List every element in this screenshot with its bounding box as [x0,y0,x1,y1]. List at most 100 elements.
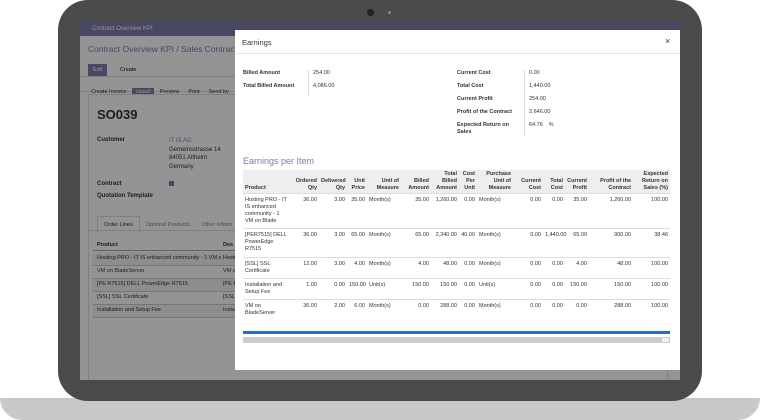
customer-link[interactable]: IT IS AG [169,138,192,144]
column-header[interactable]: Cost Per Unit [459,170,477,194]
cell: 0.00 [543,299,565,321]
summary-value: 254.00 [529,96,546,102]
cell: Month(s) [367,192,401,229]
cell: Month(s) [477,228,513,258]
cell: 0.00 [513,192,543,229]
product-cell: [SSL] SSL Certificate [97,294,149,300]
column-header[interactable]: Current Profit [565,170,589,194]
list-row[interactable]: Installation and Setup Fee Instal [93,305,253,318]
summary-row: Current Cost 0.00 [457,70,554,83]
cell: 1,440.00 [543,228,566,258]
cell: 150.00 [565,277,589,300]
cell: 1,260.00 [431,192,459,229]
list-row[interactable]: [SSL] SSL Certificate [SSL] [93,292,253,305]
cell: 0.00 [459,299,477,321]
action-button[interactable]: Print [188,89,200,95]
cell: 36.00 [291,228,319,258]
column-header[interactable]: Profit of the Contract [589,170,633,194]
cell: 65.00 [565,228,589,258]
table-row[interactable]: VM on BladeServer 36.00 2.00 6.00 Month(s) 0.… [243,299,670,321]
column-header[interactable]: Product [243,170,291,194]
product-cell: VM on BladeServer [97,268,145,274]
table-row[interactable]: [SSL] SSL Certificate 12.00 3.00 4.00 Month(… [243,256,670,279]
action-button[interactable]: Upsell [132,88,154,96]
checkbox[interactable] [169,181,174,186]
tab[interactable]: Order Lines [97,216,140,234]
breadcrumb[interactable]: Contract Overview KPI / Sales Contract / [88,44,242,54]
column-header[interactable]: Current Cost [513,170,543,194]
cell: 150.00 [431,277,459,300]
list-row[interactable]: [PE R7515] DELL PowerEdge R7515 [PE R [93,279,253,292]
column-header[interactable]: Total Cost [543,170,565,194]
cell: 1,260.00 [589,192,633,229]
modal-title: Earnings [242,38,272,47]
column-header: Des [223,242,234,248]
cell: Month(s) [367,256,401,279]
column-header[interactable]: Total Billed Amount [431,170,459,194]
address-line: Gemeinsstrasse 14 [169,146,221,153]
description-cell: Hosti [223,255,236,261]
laptop-base [0,398,760,420]
action-button[interactable]: Preview [159,89,180,95]
cell: 0.00 [513,228,543,258]
column-header[interactable]: Expected Return on Sales (%) [633,170,670,194]
close-button[interactable]: × [665,36,671,46]
cell: 2,340.00 [431,228,459,258]
list-row[interactable]: Hosting PRO - IT IS enhanced community -… [93,253,253,266]
earnings-table: Product Ordered Qty Delivered Qty Unit Pric… [243,170,670,321]
product-cell: VM on BladeServer [243,299,291,321]
cell: 0.00 [319,277,347,300]
description-cell: [PE R [223,281,238,287]
tab[interactable]: Optional Products [145,222,190,228]
cell: 288.00 [431,299,459,321]
column-header: Product [97,242,118,248]
summary-value: 254.00 [313,70,330,76]
list-header: Product Des [93,239,253,251]
summary-label: Profit of the Contract [457,109,525,122]
column-header[interactable]: Unit Price [347,170,367,194]
description-cell: Instal [223,307,237,313]
action-button[interactable]: Send by [208,89,229,95]
summary-label: Total Cost [457,83,525,96]
tab[interactable]: Other Inform [201,222,233,228]
cell: 48.00 [431,256,459,279]
h-scrollbar[interactable] [243,337,670,343]
description-cell: [SSL] [223,294,237,300]
camera [367,9,374,16]
cell: 0.00 [513,277,543,300]
column-header[interactable]: Ordered Qty [291,170,319,194]
cell: Month(s) [477,299,513,321]
product-cell: [PE R7515] DELL PowerEdge R7515 [97,281,188,287]
table-row[interactable]: [PER7515] DELL PowerEdge R7515 36.00 3.00 6… [243,228,670,258]
cell: 100.00 [633,256,670,279]
cell: 35.00 [401,192,431,229]
edit-button[interactable]: Edit [88,64,108,76]
action-button[interactable]: Create Invoice [91,89,127,95]
cell: 150.00 [589,277,633,300]
create-button[interactable]: Create [119,67,137,73]
column-header[interactable]: Purchase Unit of Measure [477,170,513,194]
cell: 150.00 [347,277,367,300]
cell: 4.00 [565,256,589,279]
cell: 100.00 [633,192,670,229]
cell: 35.00 [347,192,367,229]
summary-row: Total Cost 1,440.00 [457,83,554,96]
product-cell: [SSL] SSL Certificate [243,256,291,279]
cell: 65.00 [347,228,367,258]
summary-right: Current Cost 0.00 Total Cost 1,440.00 Curren… [457,70,554,137]
column-header[interactable]: Delivered Qty [319,170,347,194]
column-header[interactable]: Unit of Measure [367,170,401,194]
summary-value: 0.00 [529,70,540,76]
list-row[interactable]: VM on BladeServer VM o [93,266,253,279]
cell: 0.00 [513,299,543,321]
field-label: Contract [97,181,122,187]
product-cell: Hosting PRO - IT IS enhanced community -… [97,255,221,261]
cell: 35.00 [565,192,589,229]
summary-label: Billed Amount [243,70,309,83]
table-row[interactable]: Hosting PRO - IT IS enhanced community -… [243,192,670,229]
modal-header: Earnings × [235,30,680,54]
table-row[interactable]: Installation and Setup Fee 1.00 0.00 150.00… [243,277,670,300]
summary-label: Total Billed Amount [243,83,309,96]
column-header[interactable]: Billed Amount [401,170,431,194]
cell: 65.00 [401,228,431,258]
